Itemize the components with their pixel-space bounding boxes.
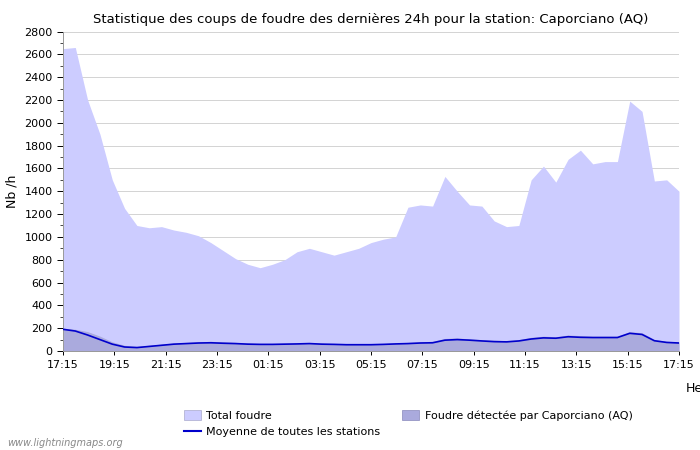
Title: Statistique des coups de foudre des dernières 24h pour la station: Caporciano (A: Statistique des coups de foudre des dern… — [93, 13, 649, 26]
Text: Heure: Heure — [686, 382, 700, 395]
Y-axis label: Nb /h: Nb /h — [6, 175, 19, 208]
Text: www.lightningmaps.org: www.lightningmaps.org — [7, 438, 122, 448]
Legend: Total foudre, Moyenne de toutes les stations, Foudre détectée par Caporciano (AQ: Total foudre, Moyenne de toutes les stat… — [179, 406, 637, 441]
